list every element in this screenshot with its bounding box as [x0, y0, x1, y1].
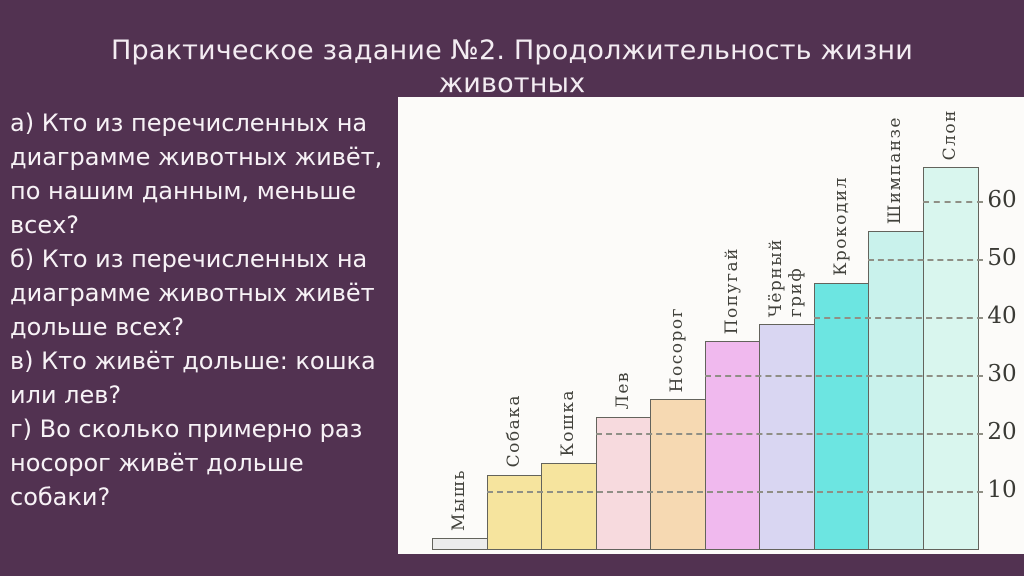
- gridline: [704, 375, 983, 377]
- y-tick-label: 10: [987, 477, 1017, 503]
- bar: [704, 341, 761, 550]
- bar-label: Слон: [939, 108, 960, 161]
- bar: [759, 323, 815, 550]
- questions-block: а) Кто из перечисленных на диаграмме жив…: [10, 106, 402, 514]
- y-tick-label: 20: [987, 419, 1017, 445]
- lifespan-bar-chart: Мышь Собака Кошка Лев Носорог Попугай Чёрный гр…: [398, 97, 1024, 554]
- bar-label: Лев: [612, 371, 633, 410]
- bar: [813, 283, 870, 550]
- page-title: Практическое задание №2. Продолжительнос…: [0, 34, 1024, 100]
- bar-label: Чёрный гриф: [766, 237, 807, 317]
- bar: [922, 167, 979, 550]
- bar: [868, 231, 924, 550]
- page-title-text: Практическое задание №2. Продолжительнос…: [111, 35, 913, 99]
- bar-label: Крокодил: [830, 176, 851, 277]
- bar: [486, 474, 543, 550]
- gridline: [595, 433, 983, 435]
- question-g: г) Во сколько примерно раз носорог живёт…: [10, 415, 363, 511]
- bar-label: Шимпанзе: [885, 115, 906, 224]
- question-b: б) Кто из перечисленных на диаграмме жив…: [10, 245, 375, 341]
- question-v: в) Кто живёт дольше: кошка или лев?: [10, 347, 376, 409]
- y-tick-label: 30: [987, 361, 1017, 387]
- y-tick-label: 60: [987, 187, 1017, 213]
- bar-label: Носорог: [667, 306, 688, 393]
- bar: [595, 416, 652, 550]
- gridline: [868, 259, 983, 261]
- gridline: [922, 201, 983, 203]
- gridline: [486, 491, 983, 493]
- bar-label: Собака: [503, 394, 524, 468]
- bar-label: Кошка: [558, 388, 579, 456]
- y-tick-label: 40: [987, 303, 1017, 329]
- question-a: а) Кто из перечисленных на диаграмме жив…: [10, 109, 383, 239]
- bar: [650, 399, 706, 550]
- bar: [541, 463, 597, 550]
- bar-label: Мышь: [449, 469, 470, 532]
- bar-label: Попугай: [721, 246, 742, 335]
- bar: [432, 538, 488, 550]
- y-tick-label: 50: [987, 245, 1017, 271]
- gridline: [813, 317, 983, 319]
